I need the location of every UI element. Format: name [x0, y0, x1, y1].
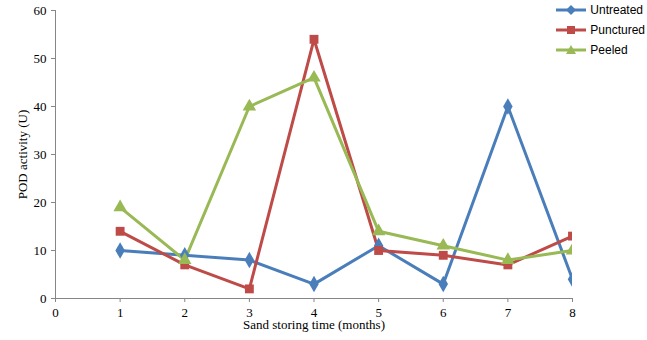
svg-text:0: 0 [40, 291, 47, 306]
svg-text:5: 5 [375, 304, 382, 320]
svg-text:30: 30 [34, 147, 47, 162]
svg-text:3: 3 [246, 304, 253, 320]
html-text:Peeled: Peeled [590, 43, 628, 57]
svg-text:Sand storing time (months): Sand storing time (months) [243, 317, 385, 332]
svg-text:4: 4 [310, 304, 318, 320]
svg-text:20: 20 [34, 195, 47, 210]
svg-text:50: 50 [34, 51, 47, 66]
svg-text:1: 1 [117, 305, 124, 320]
html-text:Punctured: Punctured [590, 23, 645, 37]
svg-text:0: 0 [52, 305, 59, 320]
svg-text:6: 6 [440, 305, 447, 320]
svg-text:POD activity (U): POD activity (U) [15, 110, 30, 200]
svg-text:7: 7 [505, 305, 512, 320]
html-text:Untreated: Untreated [590, 3, 643, 17]
svg-text:60: 60 [34, 3, 47, 18]
svg-text:8: 8 [569, 305, 576, 320]
svg-text:2: 2 [182, 305, 189, 320]
svg-text:10: 10 [34, 243, 47, 258]
svg-text:40: 40 [34, 99, 47, 114]
